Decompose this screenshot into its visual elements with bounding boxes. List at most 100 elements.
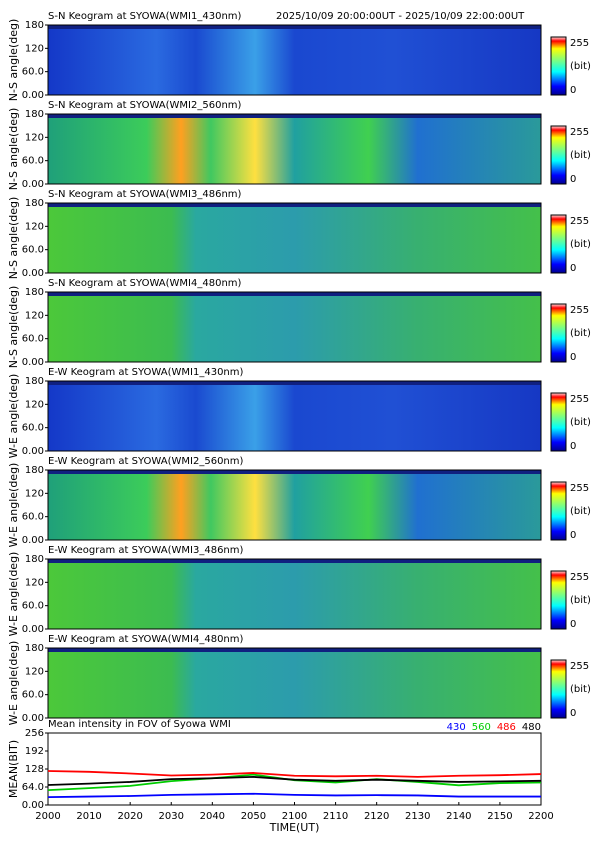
colorbar-tick-label: 255 [570, 216, 589, 227]
y-axis-label: N-S angle(deg) [7, 286, 20, 369]
legend-entry: 430 [447, 722, 466, 733]
y-tick-label: 60.0 [22, 690, 44, 701]
y-axis-label: N-S angle(deg) [7, 108, 20, 191]
keogram [48, 114, 541, 184]
colorbar-label: (bit) [570, 595, 591, 606]
colorbar [550, 481, 567, 541]
keogram [48, 648, 541, 718]
plot-frame [47, 291, 542, 363]
x-tick-label: 2100 [282, 811, 307, 822]
y-tick-label: 0.00 [22, 268, 44, 279]
colorbar-tick-label: 255 [570, 483, 589, 494]
colorbar [550, 392, 567, 452]
keogram [48, 292, 541, 362]
panel-title: E-W Keogram at SYOWA(WMI2_560nm) [48, 456, 244, 467]
colorbar [550, 570, 567, 630]
x-tick-label: 2150 [487, 811, 512, 822]
keogram-top-band [48, 648, 541, 652]
y-axis-label: W-E angle(deg) [7, 552, 20, 637]
colorbar-tick-label: 255 [570, 572, 589, 583]
keogram [48, 559, 541, 629]
y-tick-label: 60.0 [22, 601, 44, 612]
x-tick-label: 2010 [76, 811, 101, 822]
y-tick-label: 120 [25, 399, 44, 410]
legend-entry: 560 [472, 722, 491, 733]
y-axis-label: W-E angle(deg) [7, 374, 20, 459]
y-axis-label: N-S angle(deg) [7, 19, 20, 102]
y-tick-label: 180 [25, 643, 44, 654]
y-tick-label: 0.00 [22, 800, 44, 811]
x-tick-label: 2200 [528, 811, 553, 822]
panel-title: E-W Keogram at SYOWA(WMI3_486nm) [48, 545, 244, 556]
y-tick-label: 120 [25, 310, 44, 321]
y-tick-label: 60.0 [22, 156, 44, 167]
colorbar-tick-label: 255 [570, 661, 589, 672]
colorbar-label: (bit) [570, 684, 591, 695]
colorbar [550, 659, 567, 719]
legend-entry: 486 [497, 722, 516, 733]
colorbar-label: (bit) [570, 150, 591, 161]
colorbar-tick-label: 0 [570, 530, 576, 541]
series-line [47, 770, 542, 778]
y-tick-label: 180 [25, 109, 44, 120]
y-tick-label: 0.00 [22, 357, 44, 368]
y-tick-label: 120 [25, 666, 44, 677]
colorbar-tick-label: 0 [570, 174, 576, 185]
plot-frame [47, 380, 542, 452]
y-axis-label: N-S angle(deg) [7, 197, 20, 280]
x-tick-label: 2000 [35, 811, 60, 822]
keogram-top-band [48, 292, 541, 296]
series-line [47, 775, 542, 786]
panel-title: S-N Keogram at SYOWA(WMI4_480nm) [48, 278, 242, 289]
y-tick-label: 0.00 [22, 446, 44, 457]
y-tick-label: 192 [25, 746, 44, 757]
keogram [48, 25, 541, 95]
x-tick-label: 2110 [323, 811, 348, 822]
y-tick-label: 180 [25, 465, 44, 476]
keogram-top-band [48, 381, 541, 385]
x-axis-label: TIME(UT) [269, 821, 320, 834]
colorbar-tick-label: 255 [570, 305, 589, 316]
plot-frame [47, 469, 542, 541]
keogram-top-band [48, 203, 541, 207]
x-tick-label: 2120 [364, 811, 389, 822]
colorbar [550, 36, 567, 96]
colorbar [550, 125, 567, 185]
keogram-top-band [48, 25, 541, 29]
y-tick-label: 256 [25, 728, 44, 739]
colorbar-tick-label: 0 [570, 619, 576, 630]
y-tick-label: 0.00 [22, 713, 44, 724]
colorbar-label: (bit) [570, 61, 591, 72]
y-tick-label: 0.00 [22, 179, 44, 190]
y-tick-label: 60.0 [22, 67, 44, 78]
y-tick-label: 64.0 [22, 782, 44, 793]
y-tick-label: 180 [25, 20, 44, 31]
y-axis-label: W-E angle(deg) [7, 641, 20, 726]
y-axis-label: W-E angle(deg) [7, 463, 20, 548]
colorbar-label: (bit) [570, 239, 591, 250]
y-tick-label: 60.0 [22, 512, 44, 523]
colorbar-tick-label: 0 [570, 441, 576, 452]
keogram-top-band [48, 559, 541, 563]
y-tick-label: 0.00 [22, 624, 44, 635]
y-tick-label: 180 [25, 376, 44, 387]
colorbar-tick-label: 0 [570, 263, 576, 274]
colorbar-label: (bit) [570, 328, 591, 339]
colorbar [550, 303, 567, 363]
keogram-top-band [48, 114, 541, 118]
keogram-top-band [48, 470, 541, 474]
x-tick-label: 2040 [200, 811, 225, 822]
legend-entry: 480 [522, 722, 541, 733]
panel-title: S-N Keogram at SYOWA(WMI3_486nm) [48, 189, 242, 200]
y-tick-label: 120 [25, 577, 44, 588]
y-tick-label: 180 [25, 198, 44, 209]
colorbar [550, 214, 567, 274]
panel-title: S-N Keogram at SYOWA(WMI2_560nm) [48, 100, 242, 111]
y-axis-label: MEAN(BIT) [7, 740, 20, 798]
plot-frame [47, 113, 542, 185]
time-range: 2025/10/09 20:00:00UT - 2025/10/09 22:00… [276, 11, 525, 22]
x-tick-label: 2130 [405, 811, 430, 822]
panel-title: Mean intensity in FOV of Syowa WMI [48, 719, 231, 730]
colorbar-tick-label: 255 [570, 127, 589, 138]
